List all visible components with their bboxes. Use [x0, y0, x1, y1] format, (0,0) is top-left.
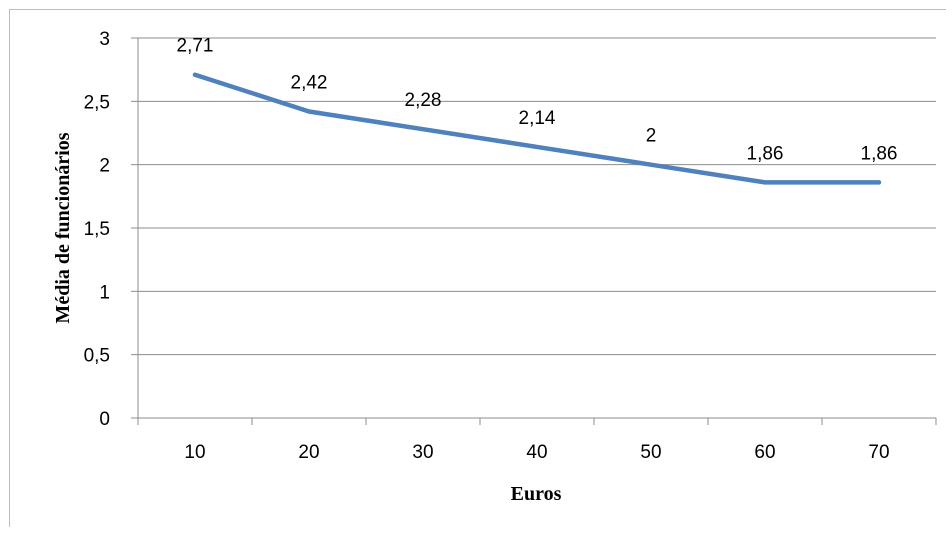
series-group: [192, 72, 882, 185]
gridlines: [138, 37, 936, 356]
x-tick-label: 20: [298, 442, 319, 463]
y-tick-label: 3: [99, 29, 110, 50]
y-tick-label: 0: [99, 409, 110, 430]
data-label: 1,86: [861, 143, 898, 164]
x-tick-label: 70: [868, 442, 889, 463]
data-label: 2,28: [405, 90, 442, 111]
y-tick-label: 2: [99, 156, 110, 177]
x-tick-label: 10: [184, 442, 205, 463]
y-tick-label: 0,5: [84, 346, 110, 367]
data-labels: 2,71 2,42 2,28 2,14 2 1,86 1,86: [177, 36, 898, 165]
data-label: 2: [646, 126, 657, 147]
y-tick-labels: 0 0,5 1 1,5 2 2,5 3: [84, 29, 110, 430]
y-tick-label: 1,5: [84, 219, 110, 240]
x-tick-label: 60: [754, 442, 775, 463]
x-tick-label: 30: [412, 442, 433, 463]
x-tick-labels: 10 20 30 40 50 60 70: [184, 442, 889, 463]
data-label: 1,86: [747, 143, 784, 164]
y-tick-label: 2,5: [84, 92, 110, 113]
x-tick-label: 50: [640, 442, 661, 463]
data-label: 2,42: [291, 72, 328, 93]
y-tick-label: 1: [99, 282, 110, 303]
x-axis-title: Euros: [511, 483, 562, 505]
data-label: 2,71: [177, 36, 214, 57]
axes: [131, 37, 937, 425]
x-tick-label: 40: [526, 442, 547, 463]
data-label: 2,14: [519, 108, 556, 129]
y-axis-title: Média de funcionários: [52, 132, 74, 323]
chart-frame: [9, 9, 946, 527]
